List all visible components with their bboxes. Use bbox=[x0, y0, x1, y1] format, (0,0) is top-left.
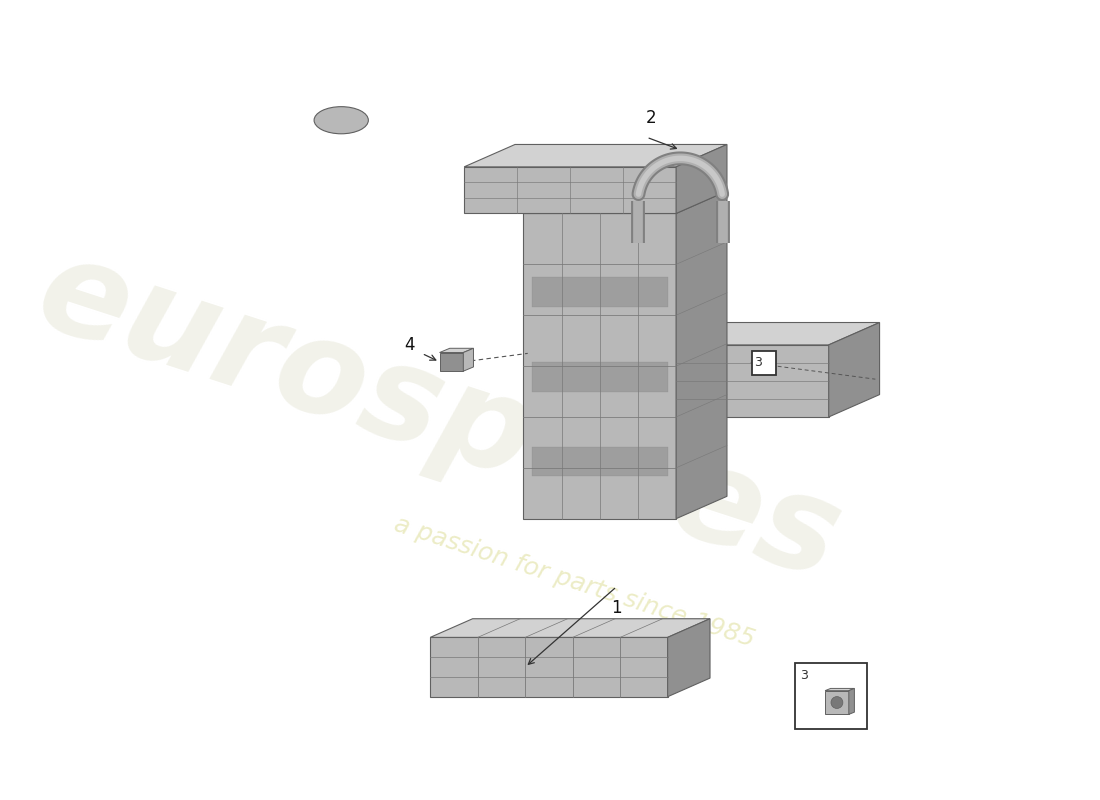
Polygon shape bbox=[524, 191, 727, 214]
Bar bbox=[752, 351, 777, 374]
Text: 2: 2 bbox=[646, 109, 656, 127]
Polygon shape bbox=[676, 322, 880, 345]
Polygon shape bbox=[464, 167, 676, 214]
Polygon shape bbox=[825, 690, 849, 714]
Text: a passion for parts since 1985: a passion for parts since 1985 bbox=[390, 513, 758, 652]
Polygon shape bbox=[676, 345, 828, 417]
Text: eurospares: eurospares bbox=[22, 227, 856, 606]
Text: 1: 1 bbox=[612, 599, 623, 618]
Text: 3: 3 bbox=[800, 669, 807, 682]
Polygon shape bbox=[524, 214, 676, 518]
Text: 3: 3 bbox=[755, 356, 762, 369]
Polygon shape bbox=[440, 348, 473, 353]
Polygon shape bbox=[532, 446, 668, 476]
Polygon shape bbox=[464, 145, 727, 167]
Polygon shape bbox=[676, 145, 727, 214]
Polygon shape bbox=[440, 353, 463, 371]
Polygon shape bbox=[825, 689, 855, 690]
Polygon shape bbox=[668, 618, 710, 697]
Polygon shape bbox=[828, 322, 880, 417]
Text: 4: 4 bbox=[405, 336, 415, 354]
Polygon shape bbox=[463, 348, 473, 371]
Polygon shape bbox=[430, 638, 668, 697]
Polygon shape bbox=[849, 689, 855, 714]
Polygon shape bbox=[532, 362, 668, 391]
Polygon shape bbox=[430, 618, 710, 638]
Polygon shape bbox=[676, 322, 727, 345]
Ellipse shape bbox=[315, 106, 368, 134]
Bar bbox=[795, 663, 867, 729]
Polygon shape bbox=[532, 277, 668, 306]
Circle shape bbox=[830, 697, 843, 709]
Polygon shape bbox=[676, 191, 727, 518]
